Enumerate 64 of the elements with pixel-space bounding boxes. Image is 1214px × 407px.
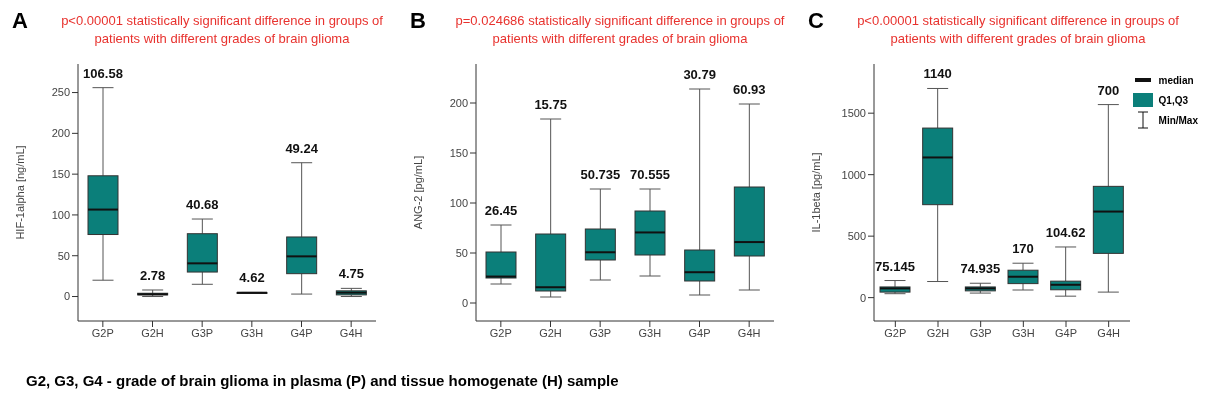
y-axis-title: IL-1beta [pg/mL] [809, 152, 822, 233]
y-tick-label: 1000 [841, 168, 866, 181]
annotation: 106.58 [83, 65, 123, 81]
x-tick-label: G2P [884, 326, 907, 339]
x-tick-label: G3P [969, 326, 992, 339]
annotation: 49.24 [285, 140, 319, 156]
y-tick-label: 100 [449, 196, 468, 209]
x-tick-label: G4P [688, 326, 711, 339]
x-tick-label: G4P [1054, 326, 1078, 339]
chart-title: p<0.00001 statistically significant difference in groups of patients with different grades of brain glioma [60, 12, 384, 48]
y-tick-label: 250 [51, 86, 70, 99]
y-tick-label: 0 [63, 290, 70, 303]
y-tick-label: 1500 [841, 107, 866, 120]
annotation: 26.45 [484, 203, 518, 218]
x-tick-label: G2P [91, 326, 114, 339]
annotation: 60.93 [733, 82, 766, 97]
x-tick-label: G3H [638, 326, 662, 339]
annotation: 74.935 [960, 261, 1001, 277]
x-tick-label: G3P [191, 326, 214, 339]
chart-title: p<0.00001 statistically significant difference in groups of patients with different grades of brain glioma [856, 12, 1180, 48]
x-tick-label: G4H [1097, 326, 1121, 339]
text: G2, G3, G4 - grade of brain glioma in plasma (P) and tissue homogenate (H) sample [26, 372, 620, 389]
text: B [410, 8, 426, 34]
annotation: 75.145 [875, 258, 915, 274]
annotation: 15.75 [534, 97, 567, 112]
x-tick-label: G4P [290, 326, 313, 339]
x-tick-label: G3H [1012, 326, 1035, 339]
y-tick-label: 0 [461, 296, 468, 309]
x-tick-label: G4H [339, 326, 363, 339]
annotation: 4.75 [338, 266, 364, 282]
y-tick-label: 50 [57, 249, 70, 262]
annotation: 70.555 [630, 167, 670, 182]
annotation: 1140 [923, 66, 952, 82]
annotation: 104.62 [1045, 224, 1086, 240]
y-tick-label: 150 [51, 168, 70, 181]
text: median [1158, 74, 1194, 86]
annotation: 50.735 [580, 167, 621, 182]
y-tick-label: 500 [847, 230, 866, 243]
chart-title: p=0.024686 statistically significant difference in groups of patients with different grades of brain glioma [454, 12, 786, 48]
y-tick-label: 200 [449, 96, 468, 109]
x-tick-label: G3H [240, 326, 264, 339]
y-tick-label: 50 [455, 246, 468, 259]
y-axis-title: ANG-2 [pg/mL] [411, 155, 424, 230]
x-tick-label: G2H [141, 326, 164, 339]
text: Q1,Q3 [1158, 94, 1189, 106]
y-tick-label: 100 [51, 208, 70, 221]
annotation: 4.62 [239, 270, 265, 286]
annotation: 170 [1012, 241, 1034, 257]
x-tick-label: G2H [539, 326, 562, 339]
y-tick-label: 0 [859, 291, 866, 304]
annotation: 2.78 [140, 268, 166, 283]
annotation: 700 [1097, 82, 1120, 98]
annotation: 30.79 [683, 67, 716, 82]
annotation: 40.68 [186, 197, 219, 213]
text: Min/Max [1158, 114, 1198, 126]
text: A [12, 8, 28, 34]
y-axis-title: HIF-1alpha [ng/mL] [13, 145, 26, 240]
x-tick-label: G3P [589, 326, 612, 339]
y-tick-label: 150 [449, 146, 468, 159]
text: C [808, 8, 824, 34]
x-tick-label: G2P [489, 326, 512, 339]
x-tick-label: G4H [737, 326, 761, 339]
y-tick-label: 200 [51, 127, 70, 140]
x-tick-label: G2H [926, 326, 950, 339]
